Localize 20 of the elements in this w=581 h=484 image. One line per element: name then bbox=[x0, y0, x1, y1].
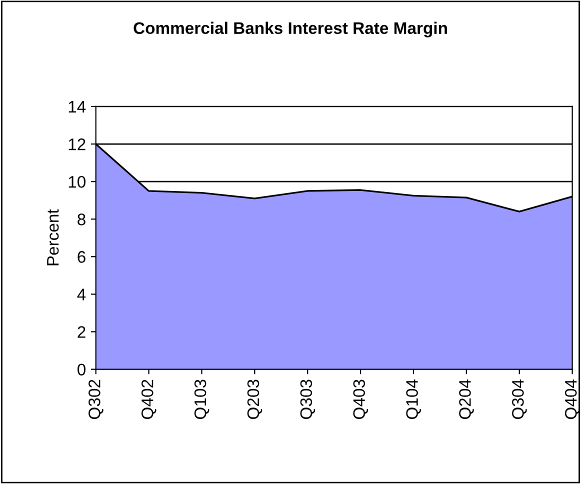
x-tick-label: Q302 bbox=[88, 380, 104, 419]
x-tick-label: Q402 bbox=[141, 380, 156, 419]
y-axis-title: Percent bbox=[47, 209, 59, 266]
y-tick-label: 8 bbox=[78, 214, 86, 226]
y-tick-label: 14 bbox=[68, 101, 86, 113]
y-tick-label: 10 bbox=[68, 176, 86, 188]
x-tick-label: Q403 bbox=[353, 380, 368, 419]
x-tick-label: Q303 bbox=[300, 380, 316, 419]
y-tick-label: 4 bbox=[77, 288, 86, 300]
x-tick-label: Q304 bbox=[512, 380, 527, 419]
x-tick-label: Q103 bbox=[194, 380, 210, 419]
x-tick-label: Q404 bbox=[564, 380, 580, 419]
y-tick-label: 2 bbox=[78, 326, 86, 338]
x-tick-label: Q104 bbox=[406, 380, 421, 419]
y-tick-label: 0 bbox=[78, 364, 86, 376]
x-tick-label: Q204 bbox=[459, 380, 474, 419]
chart-title: Commercial Banks Interest Rate Margin bbox=[134, 22, 447, 38]
y-tick-label: 12 bbox=[68, 138, 86, 150]
y-tick-label: 6 bbox=[78, 251, 86, 263]
x-tick-label: Q203 bbox=[247, 380, 262, 419]
